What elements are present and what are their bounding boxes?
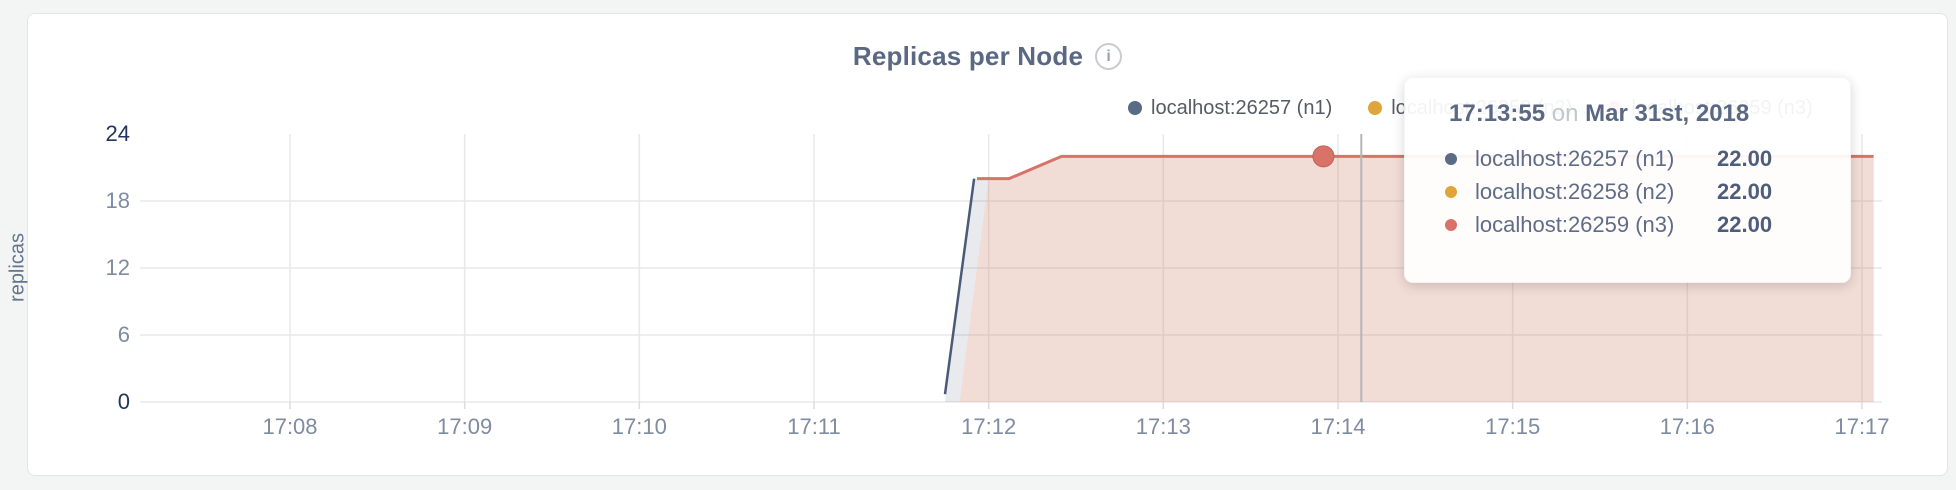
x-tick-label: 17:15 [1485, 414, 1541, 439]
y-tick-label: 24 [105, 121, 130, 146]
legend-item[interactable]: localhost:26257 (n1) [1128, 97, 1332, 120]
x-tick-label: 17:11 [787, 414, 841, 439]
legend-dot-icon [1128, 101, 1142, 115]
legend-dot-icon [1368, 101, 1383, 115]
x-tick-label: 17:16 [1659, 414, 1715, 439]
chart-header: Replicas per Node i [27, 38, 1948, 74]
tooltip-time: 17:13:55 [1449, 100, 1546, 127]
chart-title: Replicas per Node [852, 40, 1084, 71]
tooltip-rows: localhost:26257 (n1) 22.00 localhost:26258… [1445, 142, 1820, 241]
series-line [943, 178, 976, 395]
hover-point[interactable] [1312, 145, 1335, 168]
legend-item-label: localhost:26257 (n1) [1151, 96, 1333, 119]
x-tick-label: 17:10 [611, 414, 667, 439]
tooltip-series-dot-icon [1445, 152, 1457, 165]
y-tick-label: 12 [105, 255, 130, 280]
x-tick-label: 17:08 [262, 414, 318, 439]
tooltip-row: localhost:26257 (n1) 22.00 [1445, 142, 1820, 175]
x-tick-label: 17:12 [961, 414, 1017, 439]
x-tick-label: 17:09 [437, 414, 493, 439]
y-tick-label: 6 [117, 322, 130, 347]
info-icon[interactable]: i [1095, 42, 1123, 70]
tooltip-series-value: 22.00 [1717, 145, 1773, 171]
tooltip-on-word: on [1551, 100, 1579, 127]
y-tick-label: 18 [105, 188, 130, 213]
x-tick-label: 17:14 [1310, 414, 1366, 439]
x-tick-label: 17:13 [1135, 414, 1191, 439]
tooltip-row: localhost:26259 (n3) 22.00 [1445, 208, 1820, 241]
tooltip-series-dot-icon [1445, 218, 1457, 231]
series-area [945, 178, 989, 402]
tooltip-series-value: 22.00 [1717, 211, 1773, 237]
tooltip-series-dot-icon [1445, 185, 1457, 198]
x-tick-label: 17:17 [1834, 414, 1890, 439]
tooltip-series-label: localhost:26258 (n2) [1475, 178, 1675, 204]
tooltip-series-value: 22.00 [1717, 178, 1773, 204]
tooltip-row: localhost:26258 (n2) 22.00 [1445, 175, 1820, 208]
tooltip-date: Mar 31st, 2018 [1585, 100, 1750, 127]
tooltip-series-label: localhost:26259 (n3) [1475, 211, 1675, 237]
y-tick-label: 0 [117, 389, 130, 414]
tooltip-timestamp: 17:13:55 on Mar 31st, 2018 [1449, 100, 1820, 128]
hover-tooltip: 17:13:55 on Mar 31st, 2018 localhost:262… [1404, 77, 1851, 283]
tooltip-series-label: localhost:26257 (n1) [1475, 145, 1675, 171]
